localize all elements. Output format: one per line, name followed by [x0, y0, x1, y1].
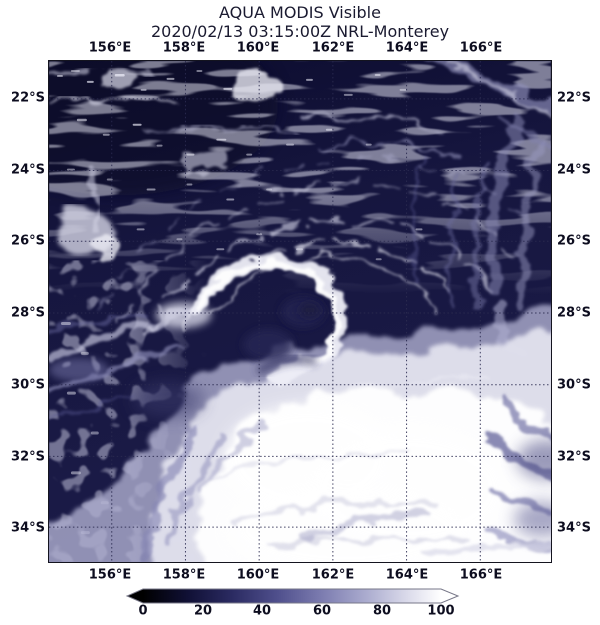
colorbar-tick: 100 [427, 603, 455, 619]
lat-tick-left: 30°S [11, 377, 45, 393]
colorbar-tick: 20 [193, 603, 213, 619]
cyclone-image [49, 61, 551, 562]
colorbar-max-arrow [441, 589, 458, 603]
shield-texture [206, 378, 489, 552]
colorbar-bar [143, 589, 441, 603]
lon-tick-bottom: 160°E [236, 567, 280, 583]
lat-tick-left: 22°S [11, 90, 45, 106]
lon-tick-top: 158°E [162, 40, 206, 56]
lat-tick-right: 22°S [557, 90, 591, 106]
dry-slot-core [300, 303, 320, 317]
lat-tick-right: 30°S [557, 377, 591, 393]
lon-tick-bottom: 166°E [459, 567, 503, 583]
figure-subtitle: 2020/02/13 03:15:00Z NRL-Monterey [150, 22, 450, 41]
colorbar-tick: 80 [372, 603, 392, 619]
shield-edge-wisps [139, 416, 267, 562]
lon-tick-bottom: 158°E [162, 567, 206, 583]
lat-tick-left: 26°S [11, 233, 45, 249]
lat-tick-right: 26°S [557, 233, 591, 249]
lon-tick-bottom: 164°E [385, 567, 429, 583]
lat-tick-left: 28°S [11, 305, 45, 321]
lat-tick-left: 24°S [11, 162, 45, 178]
dark-channel [243, 328, 294, 361]
lon-tick-top: 160°E [236, 40, 280, 56]
satellite-map [48, 60, 552, 563]
lat-tick-left: 32°S [11, 449, 45, 465]
lon-tick-bottom: 156°E [88, 567, 132, 583]
lat-tick-right: 24°S [557, 162, 591, 178]
colorbar-tick: 40 [252, 603, 272, 619]
corner-cloud-band [296, 61, 551, 157]
lon-tick-top: 162°E [311, 40, 355, 56]
colorbar-min-arrow [127, 589, 143, 603]
cloud-flecks [56, 69, 423, 535]
colorbar-tick: 60 [312, 603, 332, 619]
lat-tick-left: 34°S [11, 520, 45, 536]
colorbar [125, 588, 460, 604]
lon-tick-bottom: 162°E [311, 567, 355, 583]
latlon-grid [49, 61, 551, 562]
lat-tick-right: 28°S [557, 305, 591, 321]
lat-tick-right: 34°S [557, 520, 591, 536]
colorbar-outline [125, 588, 460, 604]
lat-tick-right: 32°S [557, 449, 591, 465]
lon-tick-top: 164°E [385, 40, 429, 56]
scattered-clouds [49, 68, 307, 261]
colorbar-tick: 0 [138, 603, 148, 619]
east-cloud-band [411, 115, 547, 361]
dark-channel [256, 355, 318, 376]
cloud-shield [49, 302, 551, 562]
lon-tick-top: 156°E [88, 40, 132, 56]
lon-tick-top: 166°E [459, 40, 503, 56]
figure-title: AQUA MODIS Visible [219, 3, 381, 22]
